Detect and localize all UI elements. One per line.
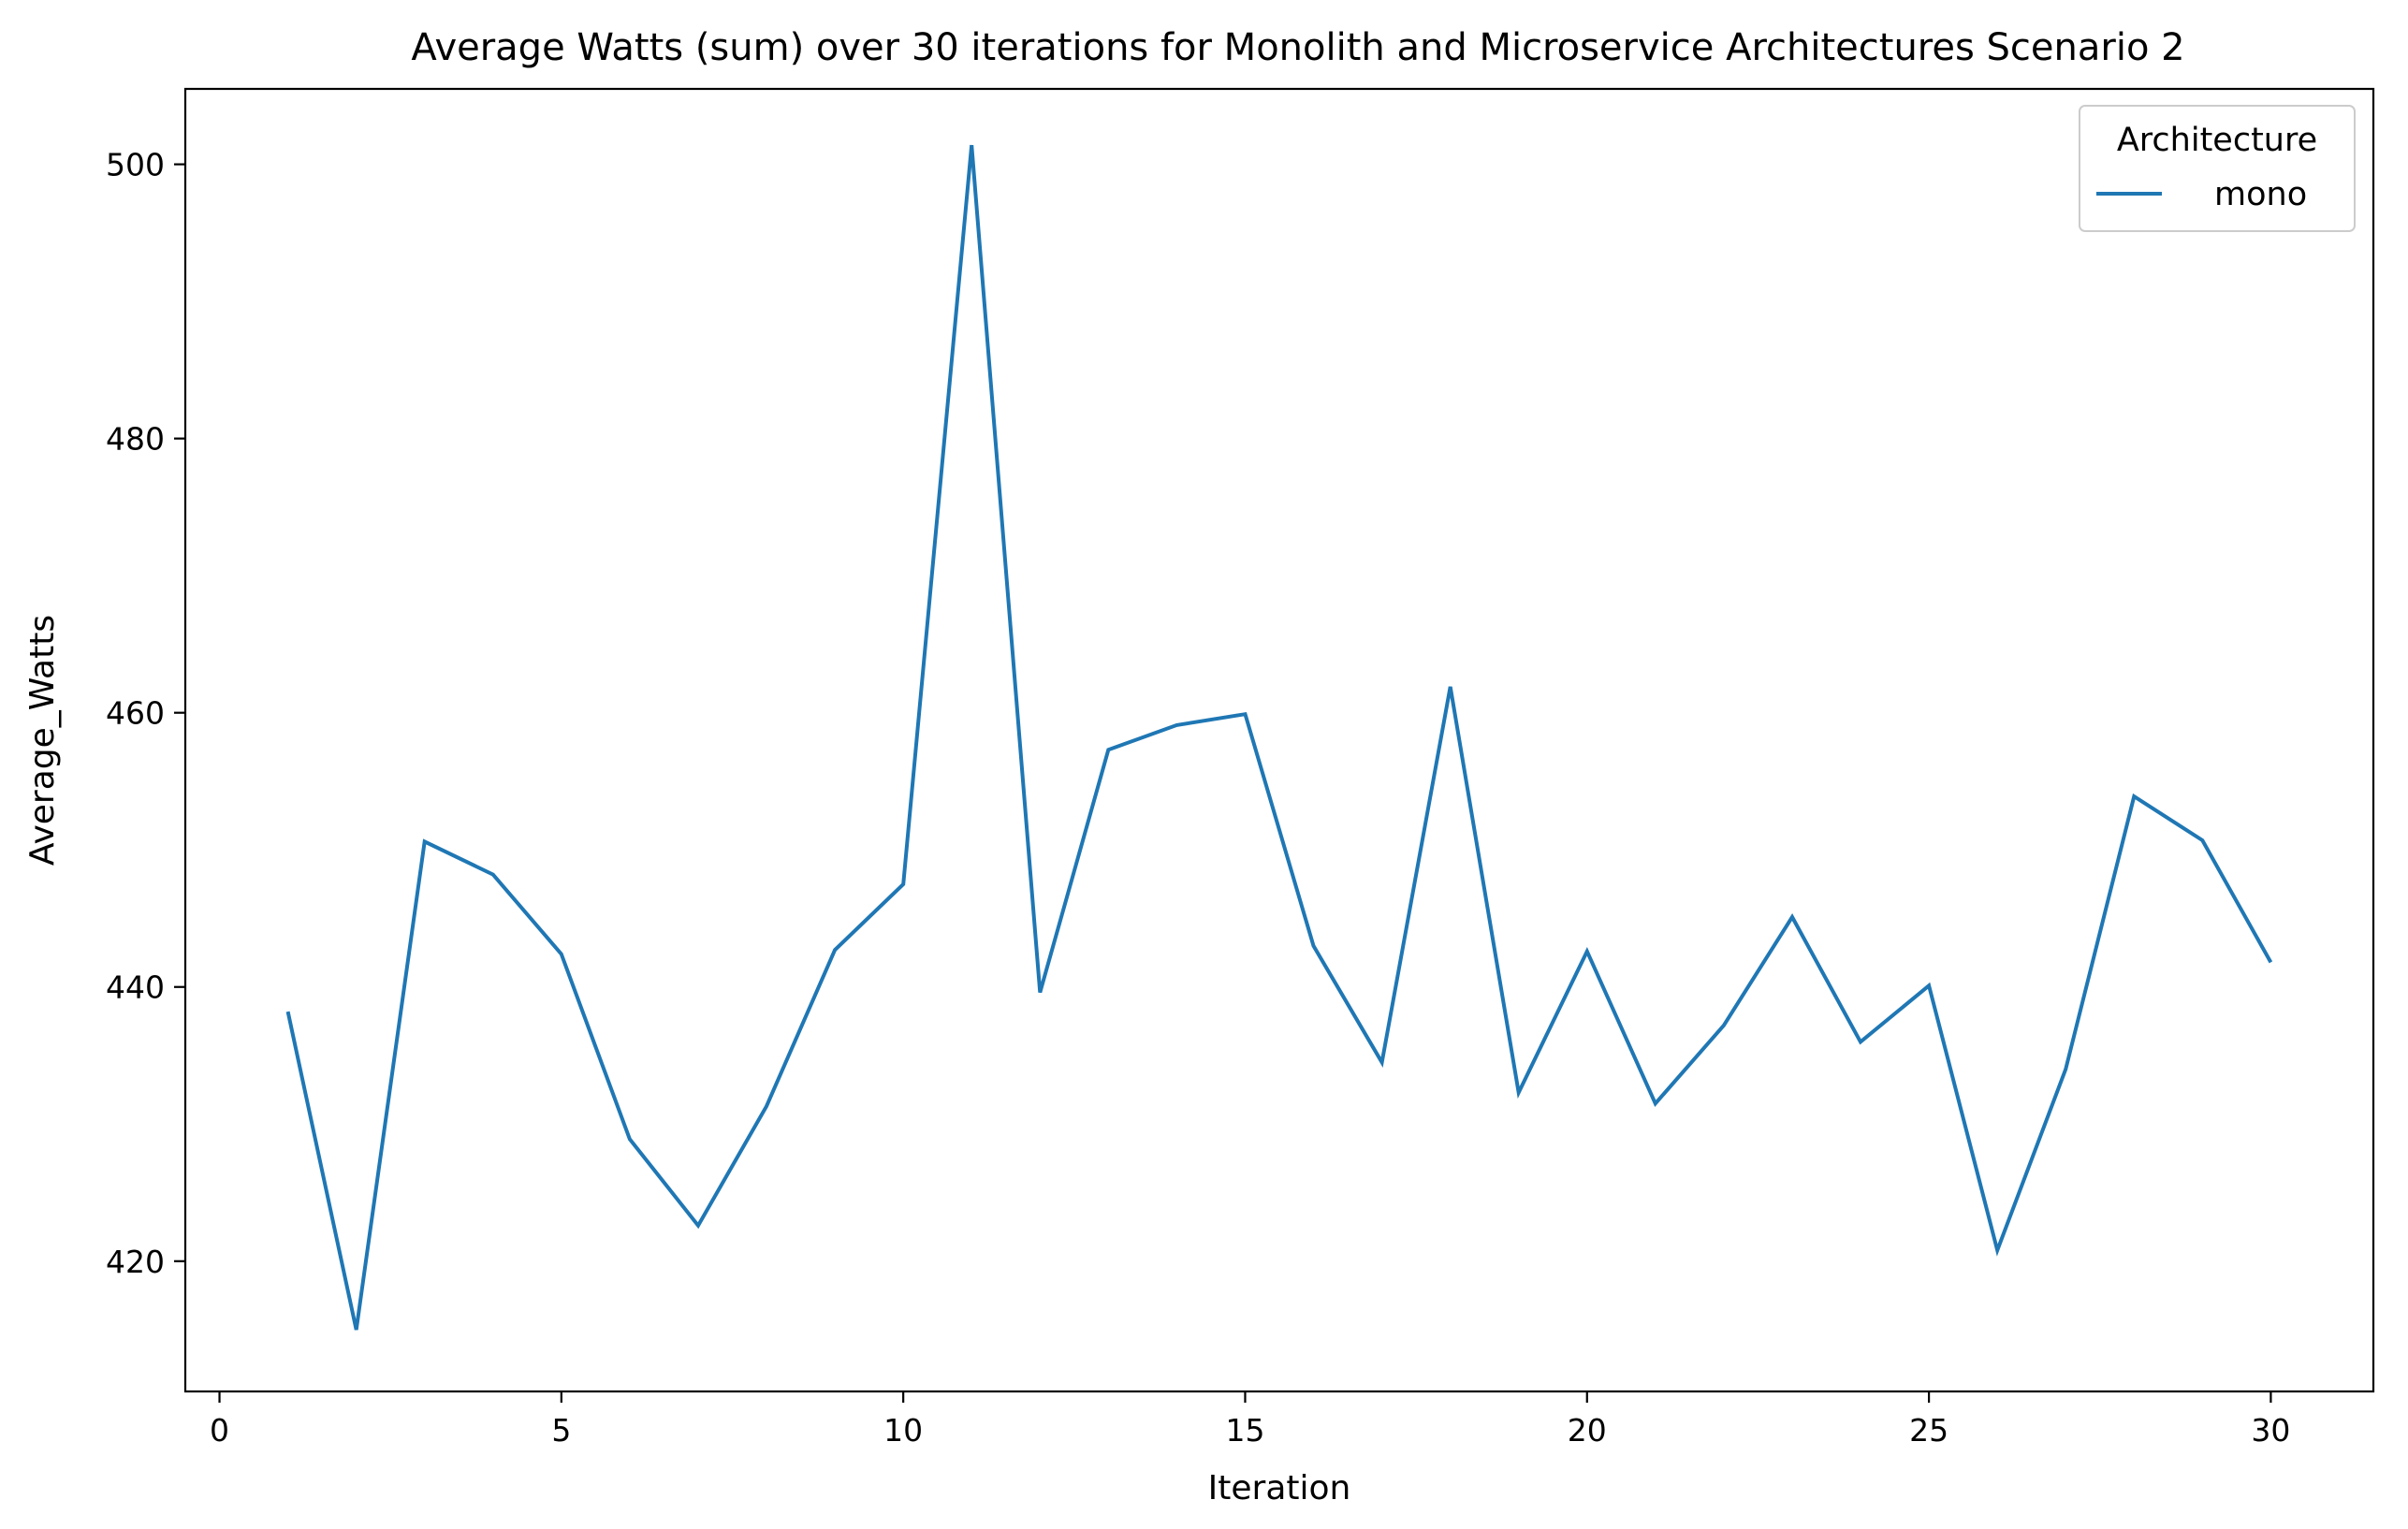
x-tick-label: 0 xyxy=(210,1412,229,1449)
y-axis: 420 440 460 480 500 xyxy=(106,147,185,1280)
x-axis-label: Iteration xyxy=(1208,1469,1351,1507)
x-tick-label: 25 xyxy=(1909,1412,1948,1449)
x-tick-label: 30 xyxy=(2251,1412,2290,1449)
y-tick-label: 480 xyxy=(106,421,165,458)
x-tick-label: 15 xyxy=(1225,1412,1264,1449)
legend-title: Architecture xyxy=(2117,122,2317,159)
data-points xyxy=(287,144,2271,1331)
legend-box xyxy=(2079,105,2356,232)
series-line-mono xyxy=(285,144,2273,1331)
x-axis: 0 5 10 15 20 25 30 xyxy=(210,1391,2290,1449)
plot-area-frame xyxy=(183,87,2375,1393)
legend-label-mono: mono xyxy=(2214,176,2307,213)
legend: Architecture mono xyxy=(2079,105,2356,232)
y-tick-label: 420 xyxy=(106,1244,165,1280)
chart-title: Average Watts (sum) over 30 iterations f… xyxy=(411,26,2184,69)
x-tick-label: 5 xyxy=(551,1412,571,1449)
y-axis-label: Average_Watts xyxy=(23,615,62,866)
y-tick-label: 440 xyxy=(106,969,165,1006)
x-tick-label: 20 xyxy=(1568,1412,1607,1449)
y-tick-label: 460 xyxy=(106,695,165,732)
x-tick-label: 10 xyxy=(883,1412,923,1449)
y-tick-label: 500 xyxy=(106,147,165,183)
